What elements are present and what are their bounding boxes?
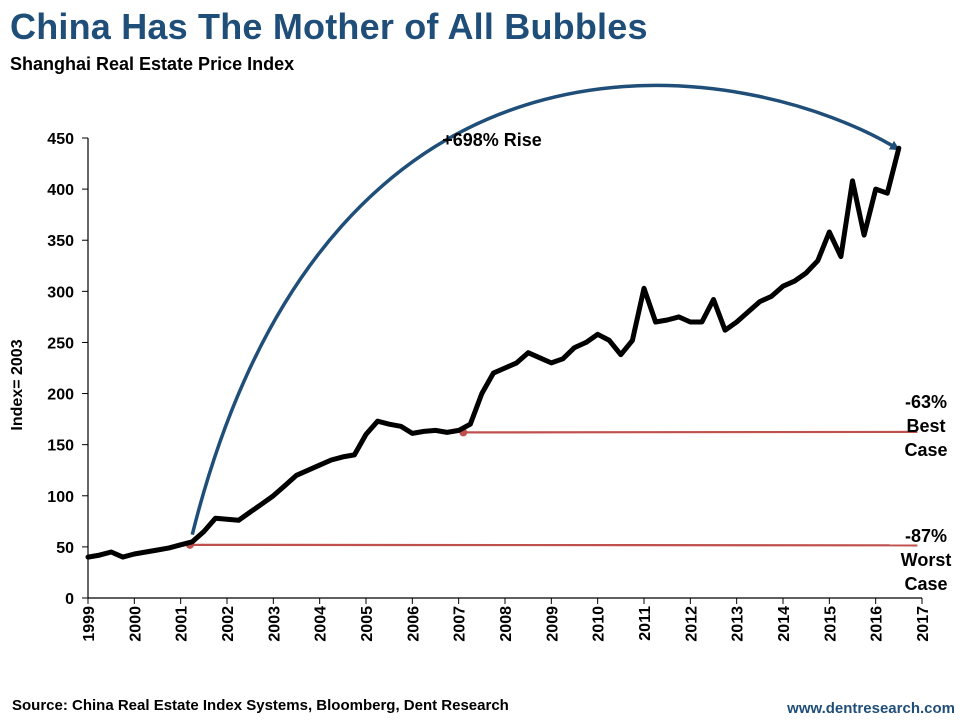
x-tick-label: 2014 <box>776 606 793 642</box>
worst-case-line <box>189 543 918 547</box>
x-tick-label: 1999 <box>81 606 98 642</box>
series-line-0 <box>85 145 902 560</box>
y-axis-label: Index= 2003 <box>9 339 26 430</box>
y-tick-label: 150 <box>47 438 74 455</box>
y-tick-label: 450 <box>47 131 74 148</box>
x-tick-label: 2002 <box>220 606 237 642</box>
x-tick-label: 2016 <box>869 606 886 642</box>
x-tick-label: 2004 <box>313 606 330 642</box>
x-tick-label: 2008 <box>498 606 515 642</box>
rise-arrow-curve <box>190 83 900 536</box>
x-tick-label: 2009 <box>544 606 561 642</box>
x-tick-label: 2015 <box>822 606 839 642</box>
chart-subtitle: Shanghai Real Estate Price Index <box>10 54 295 74</box>
x-tick-label: 2006 <box>405 606 422 642</box>
y-tick-label: 50 <box>56 540 74 557</box>
x-tick-label: 2007 <box>452 606 469 642</box>
x-tick-label: 2010 <box>591 606 608 642</box>
x-tick-label: 2001 <box>174 606 191 642</box>
website-link[interactable]: www.dentresearch.com <box>787 700 955 717</box>
y-tick-label: 200 <box>47 387 74 404</box>
annotations: +698% Rise -63% Best Case -87% Worst Case <box>442 130 951 594</box>
y-tick-label: 300 <box>47 284 74 301</box>
chart-title: China Has The Mother of All Bubbles <box>10 6 648 47</box>
y-tick-label: 400 <box>47 182 74 199</box>
x-tick-label: 2000 <box>127 606 144 642</box>
best-case-line <box>463 430 918 434</box>
x-tick-label: 2013 <box>730 606 747 642</box>
x-tick-label: 2012 <box>683 606 700 642</box>
best-case-label: -63% <box>905 392 947 412</box>
x-tick-label: 2005 <box>359 606 376 642</box>
rise-arrow <box>190 83 900 536</box>
rise-label: +698% Rise <box>442 130 542 150</box>
worst-case-label: -87% <box>905 526 947 546</box>
y-tick-label: 250 <box>47 335 74 352</box>
x-axis-ticks: 1999 2000 2001 2002 2003 2004 2005 2006 2007 2008… <box>81 598 932 642</box>
best-case-label: Best <box>906 416 945 436</box>
worst-case-label: Case <box>904 574 947 594</box>
y-tick-label: 350 <box>47 233 74 250</box>
x-tick-label: 2011 <box>637 606 654 641</box>
x-tick-label: 2017 <box>915 606 932 642</box>
reference-lines <box>185 428 918 549</box>
worst-case-label: Worst <box>901 550 952 570</box>
y-axis-ticks: 0 50 100 150 200 250 300 350 400 450 <box>47 131 88 608</box>
best-case-label: Case <box>904 440 947 460</box>
x-tick-label: 2003 <box>266 606 283 642</box>
y-tick-label: 100 <box>47 489 74 506</box>
source-note: Source: China Real Estate Index Systems,… <box>12 697 509 714</box>
y-tick-label: 0 <box>65 591 74 608</box>
series-line <box>85 145 902 560</box>
